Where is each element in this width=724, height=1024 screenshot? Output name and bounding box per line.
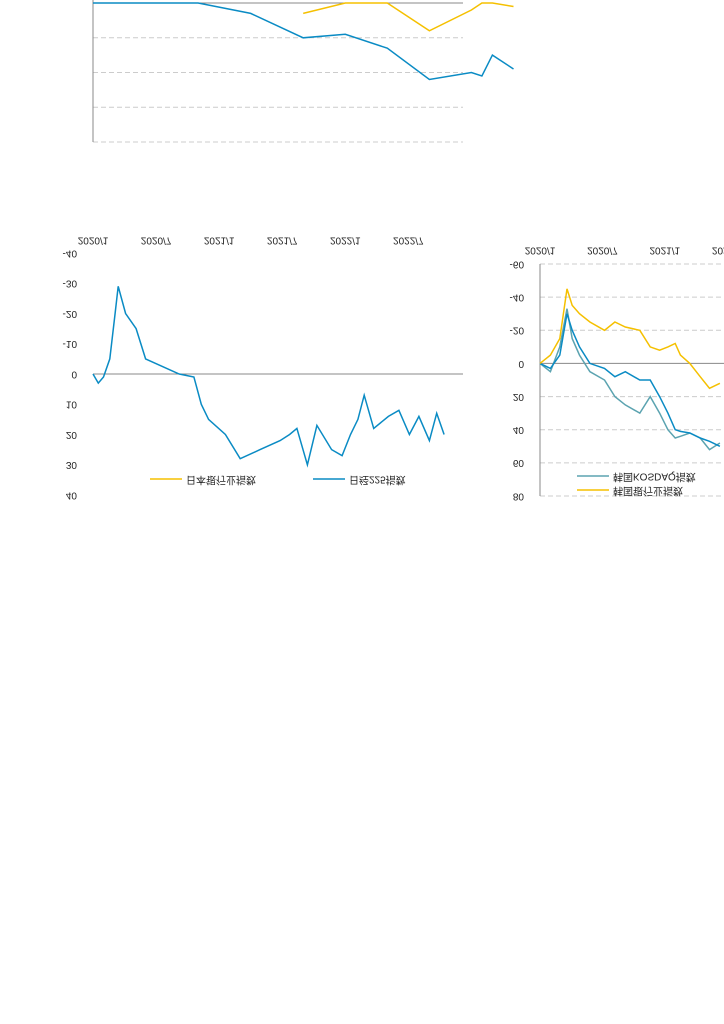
x-tick-label: 2020/1: [78, 234, 109, 245]
legend-label: 日经225指数: [349, 473, 406, 486]
chart: -40 -30 -20 -10 0 10 20 30 40 2020/1 2020/7 2021/1 2…: [63, 234, 463, 500]
y-tick-label: 60: [513, 457, 525, 468]
chart: -60 -40 -20 0 20 40 60 80 2020/1 2020/7 2021/1 2021…: [510, 244, 724, 501]
series-line: [539, 313, 721, 447]
series-line: [539, 308, 721, 451]
legend-label: 韩国KOSDAQ指数: [613, 470, 696, 483]
y-tick-label: 20: [513, 391, 525, 402]
series-line: [93, 2, 514, 81]
x-tick-label: 2022/1: [330, 234, 361, 245]
y-tick-label: -10: [63, 338, 78, 349]
y-tick-label: 40: [513, 424, 525, 435]
x-tick-label: 2021/1: [650, 244, 681, 255]
y-tick-label: -20: [63, 308, 78, 319]
y-tick-label: 20: [66, 429, 78, 440]
y-tick-label: 0: [518, 358, 524, 369]
y-tick-label: -30: [63, 278, 78, 289]
legend-label: 韩国银行业指数: [613, 484, 683, 497]
chart: [92, 0, 514, 143]
series-line: [303, 2, 514, 32]
x-tick-label: 2020/7: [587, 244, 618, 255]
x-tick-label: 2020/1: [525, 244, 556, 255]
x-tick-label: 2021/7: [267, 234, 298, 245]
y-tick-label: 10: [66, 399, 78, 410]
series-line: [92, 286, 445, 468]
y-tick-label: -40: [510, 292, 525, 303]
legend-label: 日本银行业指数: [186, 473, 256, 486]
y-tick-label: 0: [71, 368, 77, 379]
y-tick-label: 40: [66, 489, 78, 500]
x-tick-label: 2020/7: [141, 234, 172, 245]
y-tick-label: -40: [63, 247, 78, 258]
x-tick-label: 2021/7: [712, 244, 724, 255]
y-tick-label: 80: [513, 490, 525, 501]
y-tick-label: 30: [66, 459, 78, 470]
x-tick-label: 2022/7: [393, 234, 424, 245]
x-tick-label: 2021/1: [204, 234, 235, 245]
y-tick-label: -60: [510, 258, 525, 269]
series-line: [539, 288, 721, 390]
y-tick-label: -20: [510, 325, 525, 336]
